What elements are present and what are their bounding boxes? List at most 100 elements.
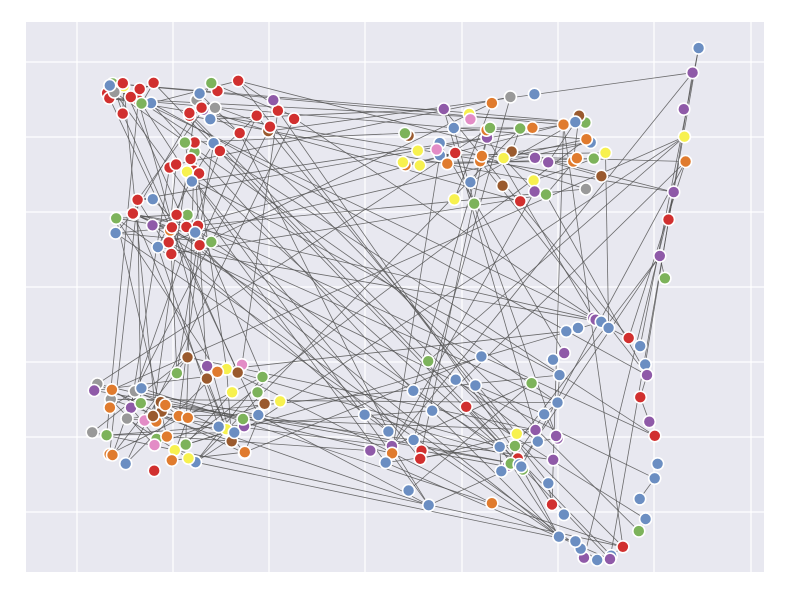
node-green [524, 376, 539, 391]
edge [115, 217, 598, 561]
edge [109, 97, 586, 123]
node-orange [210, 364, 225, 379]
edge [413, 96, 511, 441]
node-brown [180, 350, 195, 365]
node-red [647, 428, 662, 443]
edge [503, 157, 535, 192]
edge [547, 121, 576, 163]
edge [161, 411, 429, 506]
node-green [178, 437, 193, 452]
node-blue [568, 534, 583, 549]
edge [189, 112, 624, 548]
edge [123, 86, 187, 228]
edge [391, 72, 693, 447]
node-purple [603, 552, 617, 566]
node-red [124, 90, 138, 104]
node-blue [406, 383, 421, 398]
edge [241, 110, 279, 365]
edge [226, 330, 567, 370]
node-green [513, 121, 528, 136]
node-blue [474, 349, 489, 364]
node-purple [541, 155, 556, 170]
node-purple [685, 65, 700, 80]
edge [168, 241, 655, 479]
node-purple [436, 102, 451, 116]
node-blue [590, 553, 605, 567]
node-red [545, 497, 559, 512]
edge [195, 461, 576, 542]
edge [408, 382, 532, 491]
node-purple [528, 151, 542, 165]
edge [242, 418, 536, 431]
node-blue [546, 352, 560, 367]
edge [174, 138, 587, 451]
edge [391, 155, 441, 454]
node-blue [211, 419, 226, 434]
node-pink [429, 142, 444, 157]
node-blue [448, 372, 463, 387]
node-orange [105, 382, 119, 397]
node-blue [552, 368, 567, 382]
node-grey [579, 182, 593, 196]
node-blue [527, 87, 542, 101]
edge [197, 225, 655, 437]
node-green [631, 524, 646, 538]
node-blue [108, 226, 123, 240]
node-green [99, 428, 114, 443]
node-blue [494, 464, 509, 479]
node-purple [528, 423, 543, 437]
edge [199, 93, 640, 532]
edge [115, 232, 560, 538]
node-red [661, 212, 676, 227]
node-orange [158, 398, 173, 412]
edge [268, 130, 521, 202]
node-purple [145, 218, 160, 233]
edge [106, 410, 433, 436]
node-blue [251, 408, 266, 422]
node-red [231, 74, 245, 88]
node-yellow [412, 158, 427, 173]
node-red [164, 247, 179, 261]
edge [258, 414, 429, 506]
node-orange [181, 410, 195, 425]
node-blue [118, 456, 133, 471]
node-orange [556, 117, 571, 132]
node-purple [266, 93, 281, 107]
node-purple [549, 429, 563, 443]
node-pink [463, 112, 478, 127]
node-red [183, 152, 198, 166]
node-layer [85, 41, 706, 567]
node-brown [146, 409, 160, 423]
node-yellow [447, 192, 462, 207]
node-orange [485, 96, 499, 110]
node-red [169, 157, 183, 172]
edge [563, 124, 624, 547]
node-green [483, 121, 497, 135]
node-green [508, 439, 522, 453]
edge [116, 217, 172, 228]
edge [522, 469, 560, 537]
node-yellow [598, 146, 613, 160]
edge [125, 371, 218, 464]
node-orange [165, 453, 179, 468]
node-red [213, 144, 227, 158]
node-blue [492, 439, 507, 454]
node-orange [485, 496, 499, 511]
node-purple [87, 383, 101, 398]
node-purple [557, 346, 572, 360]
node-blue [446, 121, 461, 135]
edge [453, 127, 475, 204]
node-green [467, 196, 482, 211]
node-blue [468, 378, 483, 393]
node-blue [134, 381, 149, 396]
node-brown [200, 371, 214, 386]
node-green [170, 366, 184, 381]
node-yellow [273, 394, 288, 409]
edge [518, 255, 661, 465]
node-blue [650, 456, 665, 471]
node-green [539, 187, 553, 202]
edge [199, 115, 258, 246]
node-brown [594, 169, 609, 183]
edge [134, 130, 269, 392]
node-purple [642, 414, 657, 429]
